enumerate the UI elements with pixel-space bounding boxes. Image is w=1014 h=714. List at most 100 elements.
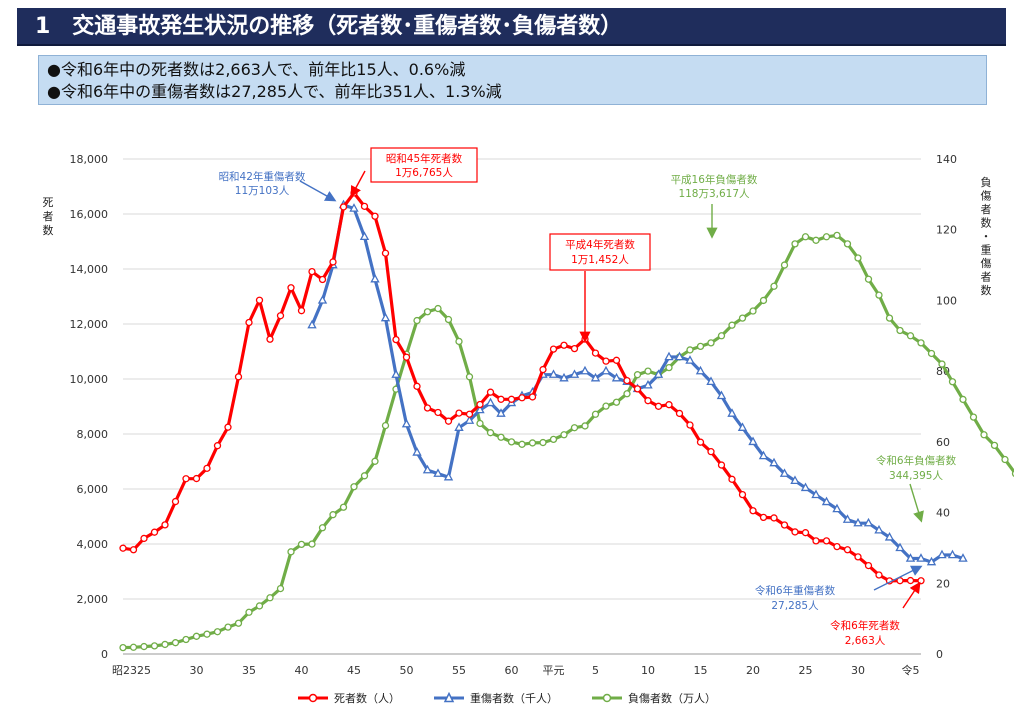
data-point xyxy=(266,335,274,343)
data-point xyxy=(119,544,127,552)
right-tick-label: 0 xyxy=(936,648,943,661)
data-point xyxy=(182,635,190,644)
data-point xyxy=(371,457,379,465)
legend-marker-deaths xyxy=(298,693,328,703)
data-point xyxy=(916,553,926,562)
data-point xyxy=(737,422,748,431)
data-point xyxy=(129,546,138,554)
data-point xyxy=(664,351,674,361)
x-tick-label: 20 xyxy=(746,664,760,677)
data-point xyxy=(864,275,873,283)
data-point xyxy=(443,471,454,481)
x-tick-label: 35 xyxy=(242,664,256,677)
data-point xyxy=(381,249,390,257)
data-point xyxy=(591,410,600,418)
x-tick-label: 平元 xyxy=(543,664,565,677)
right-axis-title-char: 傷 xyxy=(981,256,992,270)
data-point xyxy=(874,524,884,534)
left-axis-title-char: 数 xyxy=(43,224,54,237)
data-point xyxy=(287,548,295,556)
data-point xyxy=(161,521,169,529)
annotation-text: 令和6年重傷者数 xyxy=(755,584,836,597)
annotation-text: 平成16年負傷者数 xyxy=(671,173,758,186)
data-point xyxy=(706,376,716,386)
data-point xyxy=(485,397,496,407)
annotation-text: 27,285人 xyxy=(771,600,819,612)
data-point xyxy=(717,332,726,340)
data-point xyxy=(475,404,485,414)
left-tick-label: 16,000 xyxy=(70,208,109,221)
data-point xyxy=(161,640,169,649)
data-point xyxy=(727,408,737,417)
data-point xyxy=(780,261,789,269)
legend-label-deaths: 死者数（人） xyxy=(334,692,400,705)
left-tick-label: 14,000 xyxy=(70,263,109,276)
data-point xyxy=(360,202,369,211)
data-point xyxy=(465,373,474,381)
data-point xyxy=(811,489,821,499)
data-point xyxy=(938,360,946,368)
data-point xyxy=(203,464,211,472)
annotation-text: 344,395人 xyxy=(889,470,943,482)
data-point xyxy=(392,335,400,344)
data-point xyxy=(937,549,947,559)
summary-line-serious-injuries: ●令和6年中の重傷者数は27,285人で、前年比351人、1.3%減 xyxy=(47,82,502,101)
annotation-text: 昭和42年重傷者数 xyxy=(219,170,306,183)
data-point xyxy=(822,233,831,241)
annotation-arrow xyxy=(909,483,924,523)
x-tick-label: 40 xyxy=(295,664,309,677)
right-axis-title-char: 数 xyxy=(981,217,992,230)
data-point xyxy=(476,419,484,428)
data-point xyxy=(203,630,211,638)
x-tick-label: 15 xyxy=(694,664,708,677)
legend-item-serious: 重傷者数（千人） xyxy=(434,688,558,708)
data-point xyxy=(853,517,863,527)
data-point xyxy=(779,468,790,477)
data-point xyxy=(150,528,159,536)
legend-item-injured: 負傷者数（万人） xyxy=(592,688,716,708)
data-point xyxy=(749,307,757,315)
data-point xyxy=(297,540,306,549)
right-tick-label: 120 xyxy=(936,224,957,237)
annotation-arrow xyxy=(299,180,337,202)
data-point xyxy=(559,372,569,382)
right-tick-label: 80 xyxy=(936,365,950,378)
chart-legend: 死者数（人） 重傷者数（千人） 負傷者数（万人） xyxy=(0,688,1014,708)
data-point xyxy=(947,549,958,559)
data-point xyxy=(812,537,820,545)
data-point xyxy=(140,534,148,543)
data-point xyxy=(927,349,936,358)
data-point xyxy=(821,496,832,506)
data-point xyxy=(497,395,505,403)
data-point xyxy=(623,390,631,398)
data-point xyxy=(832,503,842,513)
data-point xyxy=(623,376,631,385)
data-point xyxy=(654,402,663,410)
annotation-text: 118万3,617人 xyxy=(678,188,750,200)
data-point xyxy=(612,398,621,406)
annotation-text: 令和6年死者数 xyxy=(830,619,900,632)
annotation-arrow xyxy=(350,170,366,198)
data-point xyxy=(423,404,432,412)
data-point xyxy=(696,342,705,351)
x-tick-label: 30 xyxy=(190,664,204,677)
data-point xyxy=(350,483,358,491)
x-tick-label: 昭23 xyxy=(112,664,137,677)
data-point xyxy=(905,553,916,562)
data-point xyxy=(759,296,768,305)
data-point xyxy=(380,312,391,322)
data-point xyxy=(507,395,516,403)
data-point xyxy=(171,639,180,647)
data-point xyxy=(402,353,411,361)
data-point xyxy=(422,464,433,474)
data-point xyxy=(497,433,505,441)
left-tick-label: 10,000 xyxy=(70,373,109,386)
data-point xyxy=(612,356,621,364)
data-point xyxy=(412,447,422,456)
data-point xyxy=(339,203,348,211)
right-tick-label: 40 xyxy=(936,507,950,520)
data-point xyxy=(696,438,705,446)
page-title: 1 交通事故発生状況の推移（死者数･重傷者数･負傷者数） xyxy=(17,8,1006,46)
data-point xyxy=(560,341,568,349)
data-point xyxy=(371,212,379,220)
